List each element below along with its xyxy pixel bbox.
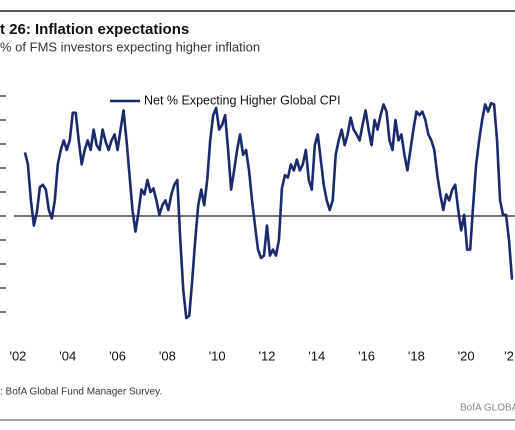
x-tick-label: '08 xyxy=(159,348,176,363)
x-tick-label: '16 xyxy=(358,348,375,363)
x-tick-label: '2 xyxy=(504,348,514,363)
chart-title: t 26: Inflation expectations xyxy=(0,21,189,38)
x-tick-label: '04 xyxy=(59,348,76,363)
x-tick-label: '10 xyxy=(209,348,226,363)
x-tick-label: '02 xyxy=(9,348,26,363)
x-tick-label: '06 xyxy=(109,348,126,363)
x-tick-label: '20 xyxy=(458,348,475,363)
data-line xyxy=(23,101,514,320)
x-tick-label: '12 xyxy=(258,348,275,363)
x-tick-label: '14 xyxy=(308,348,325,363)
legend-label: Net % Expecting Higher Global CPI xyxy=(144,93,341,107)
x-tick-label: '18 xyxy=(408,348,425,363)
chart-subtitle: % of FMS investors expecting higher infl… xyxy=(0,39,260,54)
source-note: : BofA Global Fund Manager Survey. xyxy=(0,387,162,398)
watermark: BofA GLOBA xyxy=(460,403,515,414)
